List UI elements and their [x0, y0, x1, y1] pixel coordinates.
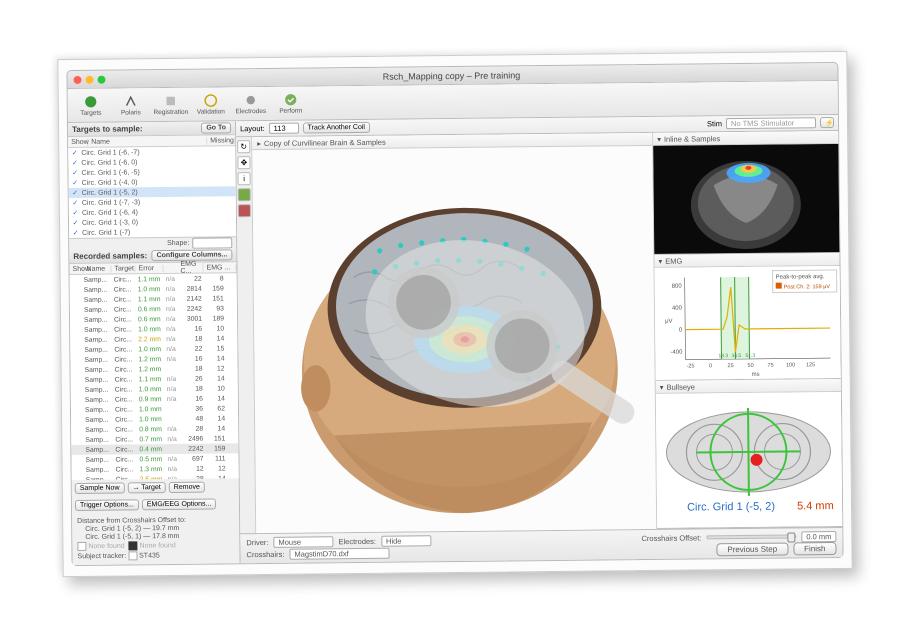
main-area: Layout: 113 Track Another Coil Stim No T… [236, 115, 843, 563]
expand-icon[interactable]: ▾ [658, 256, 662, 265]
driver-select[interactable]: Mouse [273, 536, 333, 548]
view-3d: ▸Copy of Curvilinear Brain & Samples [252, 133, 657, 533]
svg-text:18.3: 18.3 [718, 353, 728, 359]
bullseye-view[interactable]: Circ. Grid 1 (-5, 2) 5.4 mm [656, 392, 842, 528]
info-icon[interactable]: i [238, 172, 251, 185]
brain-icon[interactable] [238, 204, 251, 217]
sample-now-button[interactable]: Sample Now [75, 482, 125, 494]
svg-text:-400: -400 [670, 350, 683, 356]
electrodes-select[interactable]: Hide [381, 535, 431, 547]
expand-icon[interactable]: ▾ [660, 382, 664, 391]
crosshairs-select[interactable]: MagstimD70.dxf [289, 548, 389, 560]
canvas-3d[interactable] [252, 146, 656, 533]
svg-text:75: 75 [767, 363, 773, 369]
svg-text:ms: ms [752, 372, 760, 378]
remove-button[interactable]: Remove [169, 482, 205, 493]
samples-list[interactable]: Samp...Circ...1.1 mmn/a228Samp...Circ...… [70, 273, 239, 480]
svg-text:25: 25 [727, 363, 733, 369]
shape-label: Shape: [167, 240, 189, 247]
goto-button[interactable]: Go To [201, 122, 231, 133]
app-window: Rsch_Mapping copy – Pre training Targets… [66, 62, 843, 566]
bottom-bar: Driver: Mouse Electrodes: Hide Crosshair… [240, 527, 842, 563]
layout-select[interactable]: 113 [269, 123, 299, 134]
previous-step-button[interactable]: Previous Step [716, 543, 788, 557]
emg-options-button[interactable]: EMG/EEG Options... [142, 499, 217, 511]
svg-text:μV: μV [665, 319, 673, 325]
svg-text:800: 800 [672, 284, 683, 290]
svg-text:Peak-to-peak avg.: Peak-to-peak avg. [776, 274, 825, 281]
right-column: ▾Inline & Samples [653, 131, 842, 529]
finish-button[interactable]: Finish [793, 542, 836, 555]
svg-text:34.5: 34.5 [731, 353, 741, 359]
rotate-icon[interactable]: ↻ [237, 140, 250, 153]
svg-text:Post Ch. 2: 159 μV: Post Ch. 2: 159 μV [784, 284, 831, 290]
track-coil-button[interactable]: Track Another Coil [303, 122, 370, 134]
head-icon[interactable] [238, 188, 251, 201]
mri-view[interactable] [653, 144, 839, 254]
svg-text:125: 125 [806, 362, 815, 368]
svg-text:5.4 mm: 5.4 mm [797, 500, 834, 512]
svg-text:0: 0 [709, 363, 712, 369]
svg-text:51.3: 51.3 [745, 353, 755, 359]
shape-select[interactable] [192, 237, 232, 248]
close-icon[interactable] [73, 75, 81, 83]
expand-icon[interactable]: ▸ [257, 139, 261, 148]
emg-chart[interactable]: Peak-to-peak avg. Post Ch. 2: 159 μV 800 [655, 266, 841, 380]
toolbar-registration[interactable]: Registration [152, 90, 190, 119]
offset-slider[interactable] [706, 534, 796, 539]
svg-text:Circ. Grid 1 (-5, 2): Circ. Grid 1 (-5, 2) [687, 501, 775, 514]
expand-icon[interactable]: ▾ [657, 134, 661, 143]
to-target-button[interactable]: → Target [127, 482, 165, 493]
zoom-icon[interactable] [97, 75, 105, 83]
toolbar-validation[interactable]: Validation [192, 89, 230, 118]
svg-text:-25: -25 [687, 363, 695, 369]
trigger-options-button[interactable]: Trigger Options... [75, 499, 139, 511]
svg-text:400: 400 [672, 306, 683, 312]
distance-info: Distance from Crosshairs Offset to: Circ… [72, 512, 240, 565]
stim-trigger-button[interactable]: ⚡ [820, 117, 834, 128]
toolbar-perform[interactable]: Perform [272, 89, 310, 118]
pan-icon[interactable]: ✥ [237, 156, 250, 169]
targets-list[interactable]: ✓Circ. Grid 1 (-6, -7)✓Circ. Grid 1 (-6,… [68, 146, 236, 238]
configure-columns-button[interactable]: Configure Columns... [152, 249, 233, 261]
svg-text:50: 50 [747, 363, 753, 369]
stim-select[interactable]: No TMS Stimulator [726, 117, 816, 129]
targets-title: Targets to sample: [72, 124, 143, 134]
sidebar: Targets to sample: Go To Show Name Missi… [68, 121, 241, 565]
toolbar-electrodes[interactable]: Electrodes [232, 89, 270, 118]
samples-title: Recorded samples: [73, 251, 147, 261]
toolbar-polaris[interactable]: Polaris [112, 90, 150, 119]
toolbar-targets[interactable]: Targets [72, 91, 110, 120]
minimize-icon[interactable] [85, 75, 93, 83]
offset-value[interactable]: 0.0 mm [801, 531, 836, 542]
svg-text:100: 100 [786, 362, 795, 368]
